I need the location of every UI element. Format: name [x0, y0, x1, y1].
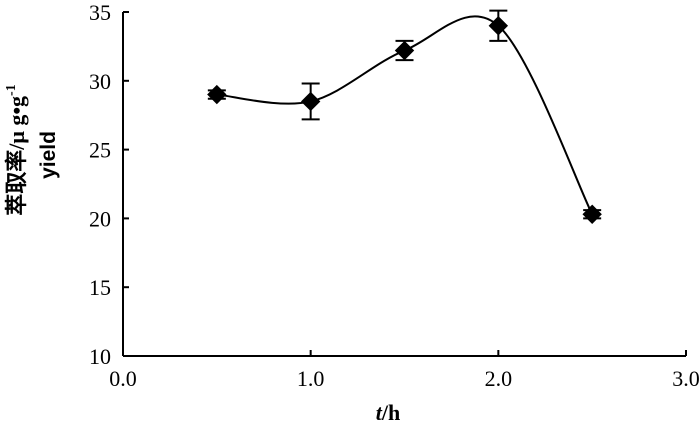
data-point-diamond	[582, 204, 602, 224]
y-tick-label: 30	[89, 69, 111, 94]
data-markers	[207, 16, 602, 224]
x-axis-title: t/h	[376, 400, 400, 425]
x-axis-title-unit: /h	[381, 400, 400, 425]
x-tick-label: 2.0	[485, 366, 513, 391]
y-axis-title-en: yield	[37, 131, 60, 179]
x-tick-label: 1.0	[297, 366, 325, 391]
y-axis-title-cn: 萃取率/μ g•g-1	[4, 84, 29, 215]
y-tick-label: 35	[89, 0, 111, 25]
data-point-diamond	[300, 91, 321, 112]
y-tick-label: 15	[89, 275, 111, 300]
x-ticks: 0.0 1.0 2.0 3.0	[109, 350, 700, 391]
data-point-diamond	[488, 16, 509, 36]
x-axis-title-italic: t	[376, 400, 383, 425]
y-tick-label: 10	[89, 344, 111, 369]
y-tick-label: 20	[89, 206, 111, 231]
series-curve	[216, 15, 594, 215]
y-ticks: 10 15 20 25 30 35	[89, 0, 129, 369]
x-tick-label: 0.0	[109, 366, 137, 391]
plot-area: 0.0 1.0 2.0 3.0 10 15 20 25 30 35	[89, 0, 700, 391]
x-tick-label: 3.0	[672, 366, 700, 391]
data-point-diamond	[394, 40, 415, 61]
y-axis-title-superscript: -1	[4, 84, 19, 96]
y-tick-label: 25	[89, 138, 111, 163]
y-axis-title-cn-main: 萃取率/μ g•g	[4, 96, 29, 216]
data-point-diamond	[207, 84, 227, 105]
